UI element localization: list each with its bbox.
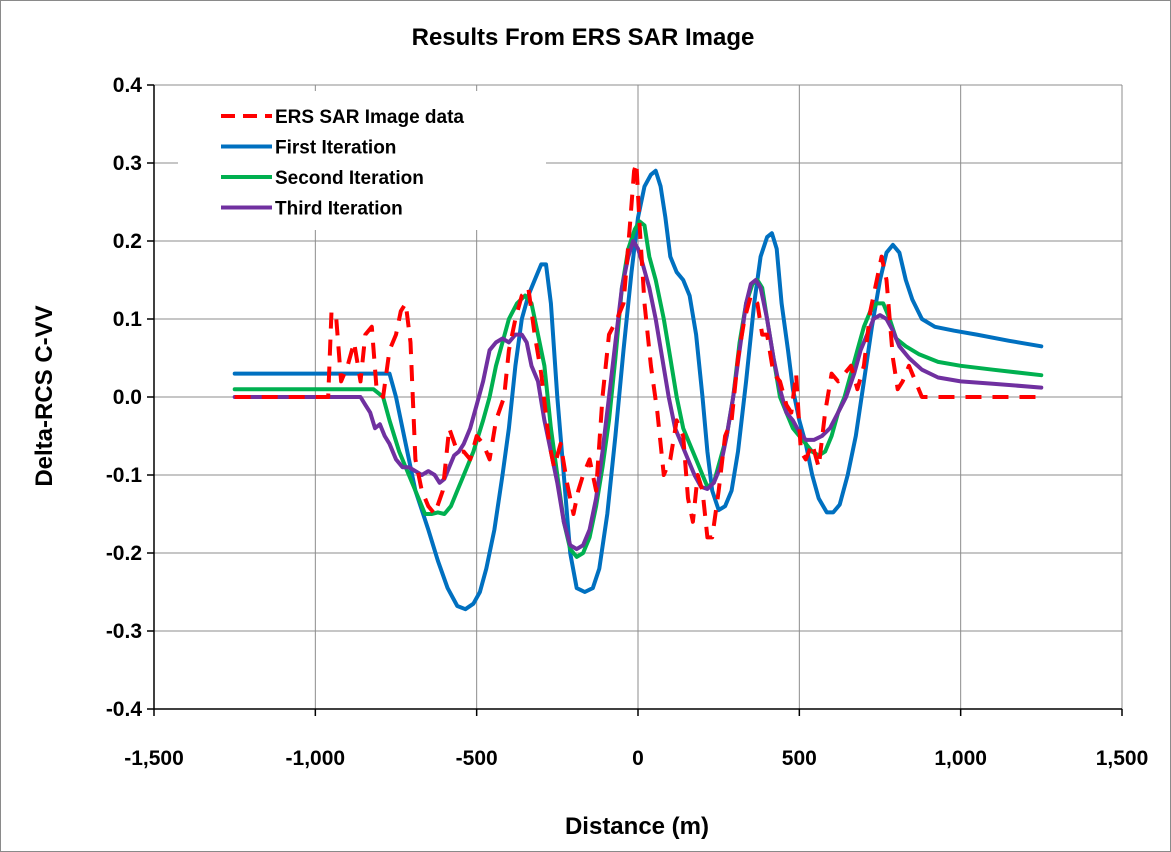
x-tick-label: -500 bbox=[456, 747, 498, 770]
axes bbox=[147, 84, 1123, 716]
series-line-third-iteration bbox=[232, 239, 1044, 552]
x-tick-label: 0 bbox=[632, 747, 644, 770]
y-tick-label: 0.0 bbox=[113, 386, 142, 409]
x-tick-label: -1,500 bbox=[124, 747, 184, 770]
series-line-ers-sar-image-data bbox=[234, 161, 1042, 540]
tick-labels: -0.4 -0.3 -0.2 -0.1 0.0 0.1 0.2 0.3 0.4 -1,500 -1,… bbox=[106, 74, 1148, 770]
legend-label: ERS SAR Image data bbox=[275, 107, 464, 128]
y-tick-label: 0.3 bbox=[113, 152, 142, 175]
legend-label: First Iteration bbox=[275, 138, 396, 159]
y-tick-label: 0.1 bbox=[113, 308, 143, 331]
y-tick-label: -0.1 bbox=[106, 464, 143, 487]
y-tick-label: -0.2 bbox=[106, 542, 142, 565]
legend-label: Second Iteration bbox=[275, 168, 424, 189]
x-tick-label: 500 bbox=[782, 747, 817, 770]
x-tick-label: -1,000 bbox=[286, 747, 346, 770]
y-tick-label: 0.4 bbox=[113, 74, 143, 97]
chart-title: Results From ERS SAR Image bbox=[412, 24, 755, 51]
legend: ERS SAR Image data First Iteration Second … bbox=[178, 91, 546, 230]
legend-label: Third Iteration bbox=[275, 199, 403, 220]
x-axis-title: Distance (m) bbox=[565, 813, 709, 840]
y-axis-title: Delta-RCS C-VV bbox=[31, 305, 58, 486]
x-tick-label: 1,000 bbox=[934, 747, 987, 770]
y-tick-label: -0.4 bbox=[106, 698, 143, 721]
y-tick-label: -0.3 bbox=[106, 620, 142, 643]
series-line-first-iteration bbox=[232, 168, 1044, 612]
y-tick-label: 0.2 bbox=[113, 230, 142, 253]
x-tick-label: 1,500 bbox=[1096, 747, 1149, 770]
series-group bbox=[232, 161, 1044, 612]
